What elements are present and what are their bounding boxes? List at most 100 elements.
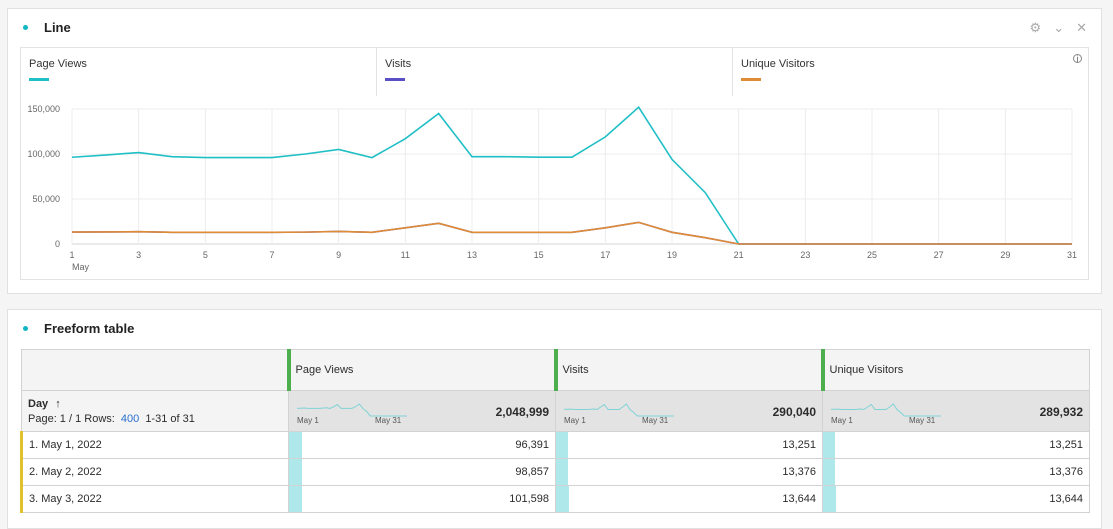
sparkline-start: May 1 [564,416,586,425]
sparkline-end: May 31 [642,416,669,425]
sparkline-start: May 1 [297,416,319,425]
x-tick-label: 7 [269,250,274,260]
legend-label: Visits [385,58,412,70]
legend-swatch [29,78,49,81]
sparkline-line [831,403,941,417]
panel-status-dot [23,25,28,30]
panel-status-dot [23,326,28,331]
cell-bar [289,432,302,458]
metric-cell: 98,857 [288,458,556,486]
dimension-header: Day ↑ Page: 1 / 1 Rows: 400 1-31 of 31 [21,390,289,432]
cell-bar [289,459,302,485]
summary-page-views: May 1 May 31 2,048,999 [288,390,556,432]
legend-label: Unique Visitors [741,58,815,70]
page-label: Page: 1 / 1 Rows: [28,412,115,425]
column-header-visits[interactable]: Visits [553,349,823,391]
sparkline [831,403,941,417]
cell-value: 13,251 [1049,439,1083,451]
x-tick-label: 31 [1067,250,1077,260]
x-tick-label: 11 [401,250,410,260]
metric-cell: 13,644 [822,485,1090,513]
x-tick-label: 15 [534,250,544,260]
legend-visits[interactable]: Visits [377,48,733,96]
y-tick-label: 50,000 [32,194,60,204]
cell-bar [556,486,569,512]
x-tick-label: 27 [934,250,944,260]
series-line-2 [71,221,1072,245]
cell-value: 96,391 [515,439,549,451]
legend-unique-visitors[interactable]: Unique Visitors [733,48,1089,96]
line-panel: Line ⚙ ⌄ ✕ Page Views Visits Unique Visi… [7,8,1102,294]
x-tick-label: 21 [734,250,744,260]
freeform-table: Page Views Visits Unique Visitors Day ↑ … [20,349,1090,513]
cell-value: 13,644 [782,493,816,505]
x-tick-label: 23 [800,250,810,260]
dimension-header-blank [21,349,289,391]
x-tick-label: 3 [136,250,141,260]
cell-bar [556,432,569,458]
row-label[interactable]: 1. May 1, 2022 [20,431,289,459]
legend-page-views[interactable]: Page Views [21,48,377,96]
x-tick-label: 13 [467,250,477,260]
cell-value: 13,376 [782,466,816,478]
arrow-up-icon[interactable]: ↑ [55,397,61,410]
row-label[interactable]: 3. May 3, 2022 [20,485,289,513]
column-total: 289,932 [1039,405,1083,419]
close-icon[interactable]: ✕ [1076,20,1087,35]
series-line-0 [71,105,1072,245]
column-header-page-views[interactable]: Page Views [286,349,556,391]
summary-visits: May 1 May 31 290,040 [555,390,823,432]
y-tick-label: 150,000 [27,104,60,114]
column-header-unique-visitors[interactable]: Unique Visitors [820,349,1090,391]
cell-value: 98,857 [515,466,549,478]
metric-cell: 13,376 [822,458,1090,486]
x-tick-label: 1 [69,250,74,260]
cell-bar [556,459,569,485]
rows-per-page[interactable]: 400 [120,412,140,425]
info-icon[interactable]: i [1073,54,1082,64]
y-tick-label: 0 [55,239,60,249]
legend-label: Page Views [29,58,87,70]
x-tick-label: 5 [203,250,208,260]
cell-value: 13,251 [782,439,816,451]
panel-title: Freeform table [44,321,135,336]
gear-icon[interactable]: ⚙ [1029,20,1042,35]
column-total: 290,040 [772,405,816,419]
sparkline-start: May 1 [831,416,853,425]
column-total: 2,048,999 [495,405,549,419]
cell-bar [823,486,836,512]
cell-bar [823,432,836,458]
x-tick-label: 9 [336,250,341,260]
summary-unique-visitors: May 1 May 31 289,932 [822,390,1090,432]
metric-cell: 13,644 [555,485,823,513]
sparkline-line [564,403,674,417]
dimension-name[interactable]: Day [28,397,49,410]
sparkline-line [297,403,407,417]
x-tick-label: 19 [667,250,677,260]
chevron-down-icon[interactable]: ⌄ [1053,20,1065,35]
x-tick-label: 25 [867,250,877,260]
series-line-1 [71,221,1072,245]
x-tick-label: 29 [1000,250,1010,260]
table-row[interactable]: 3. May 3, 2022 101,598 13,644 13,644 [20,485,1090,513]
table-row[interactable]: 2. May 2, 2022 98,857 13,376 13,376 [20,458,1090,486]
cell-value: 13,376 [1049,466,1083,478]
chart-area: Page Views Visits Unique Visitors i 0 50,… [20,47,1089,280]
cell-bar [823,459,836,485]
table-row[interactable]: 1. May 1, 2022 96,391 13,251 13,251 [20,431,1090,459]
metric-cell: 13,376 [555,458,823,486]
row-label[interactable]: 2. May 2, 2022 [20,458,289,486]
x-tick-label: 17 [600,250,610,260]
x-sublabel: May [72,262,90,272]
sparkline [564,403,674,417]
row-range: 1-31 of 31 [145,412,195,425]
metric-cell: 96,391 [288,431,556,459]
y-tick-label: 100,000 [27,149,60,159]
legend-swatch [385,78,405,81]
panel-title: Line [44,20,71,35]
freeform-panel: Freeform table Page Views Visits Unique … [7,309,1102,529]
cell-value: 13,644 [1049,493,1083,505]
metric-cell: 13,251 [555,431,823,459]
sparkline [297,403,407,417]
